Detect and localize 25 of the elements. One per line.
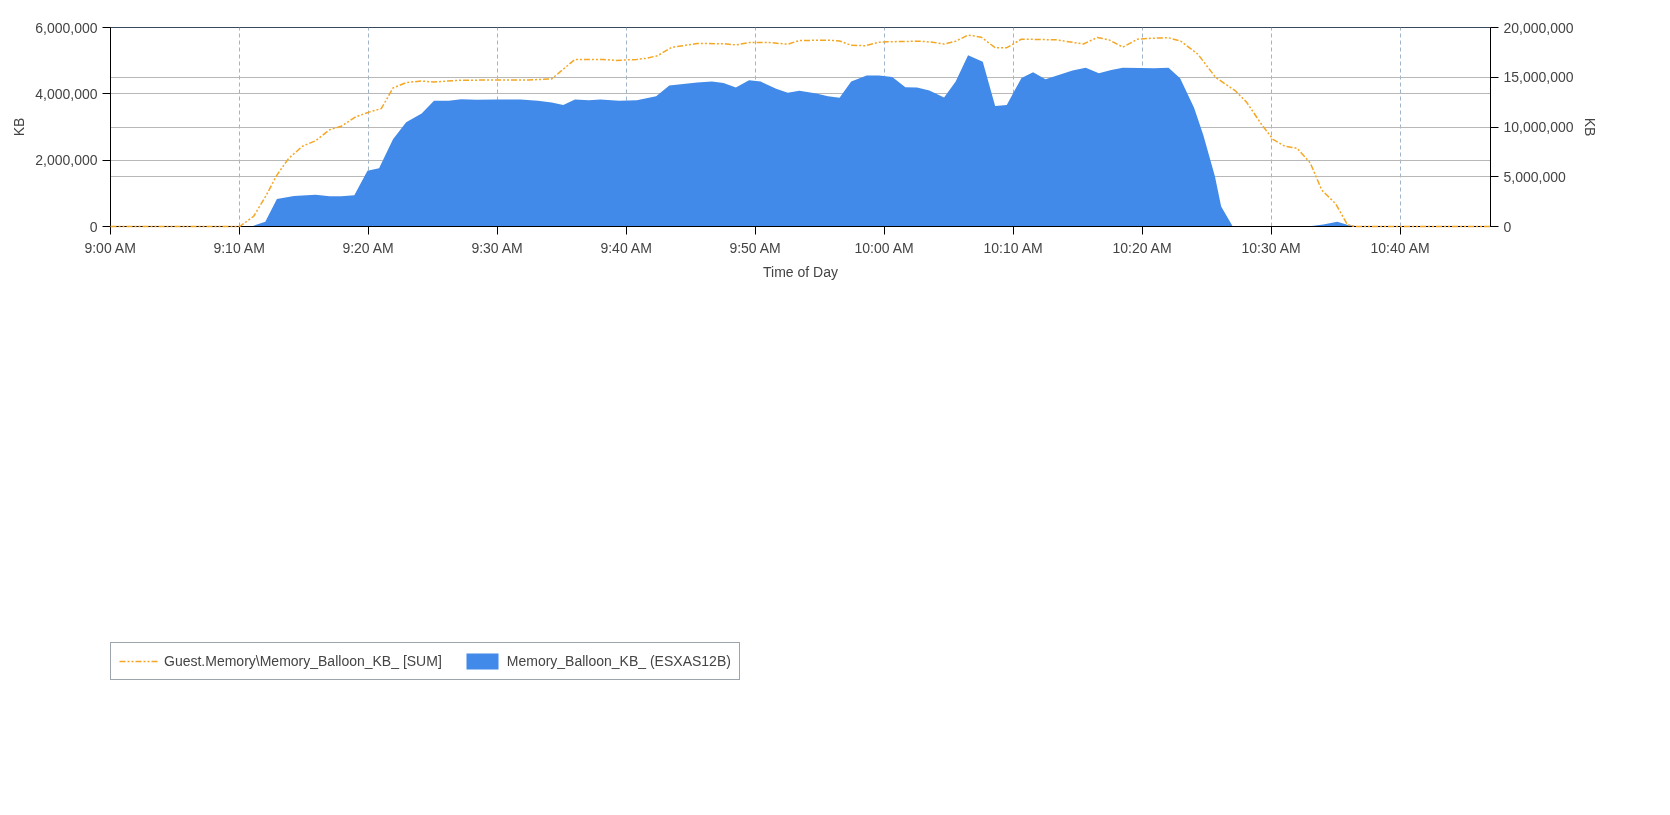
legend-label: Memory_Balloon_KB_ (ESXAS12B) [506,653,731,669]
y2-tick-label: 10,000,000 [1503,119,1574,135]
y2-tick-label: 15,000,000 [1503,69,1574,86]
y2-tick-label: 0 [1503,218,1512,235]
legend-label: Guest.Memory\Memory_Balloon_KB_ [SUM] [164,653,442,669]
y2-tick-label: 5,000,000 [1503,168,1566,185]
y-tick-label: 0 [89,218,98,235]
x-tick-label: 9:00 AM [84,239,136,256]
x-tick-label: 10:10 AM [983,239,1043,256]
y-tick-label: 6,000,000 [35,19,98,36]
y-tick-label: 4,000,000 [35,85,98,102]
x-axis-title: Time of Day [763,263,838,280]
y2-axis-title: KB [1581,117,1598,137]
x-tick-label: 9:20 AM [342,239,394,256]
x-tick-label: 10:40 AM [1370,239,1430,256]
x-tick-label: 10:20 AM [1112,239,1172,256]
x-tick-label: 9:40 AM [600,239,652,256]
y2-tick-label: 20,000,000 [1503,19,1574,36]
x-tick-label: 9:30 AM [471,239,523,256]
y-tick-label: 2,000,000 [35,152,98,169]
x-tick-label: 10:00 AM [854,239,914,256]
x-tick-label: 9:50 AM [729,239,781,256]
y-axis-title: KB [11,117,28,137]
x-tick-label: 10:30 AM [1241,239,1301,256]
x-tick-label: 9:10 AM [213,239,265,256]
